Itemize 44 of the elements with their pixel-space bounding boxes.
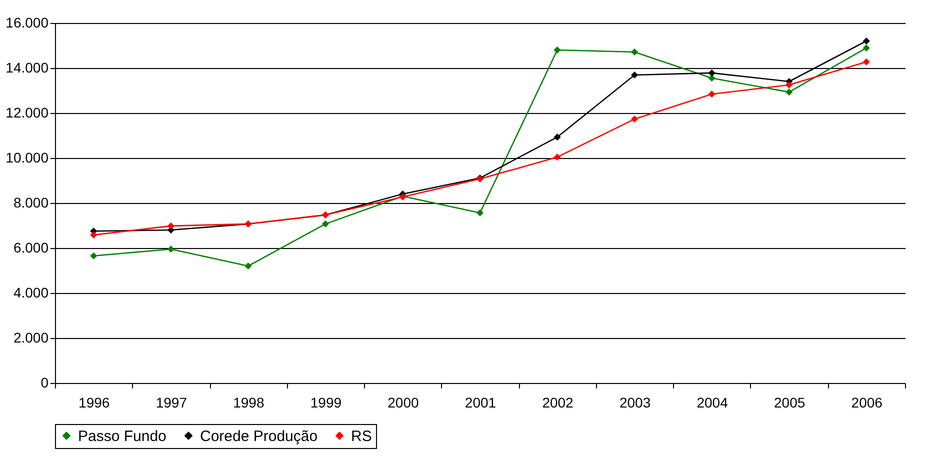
y-tick-label: 16.000 — [6, 14, 49, 30]
x-tick-label: 2003 — [619, 394, 651, 410]
point — [862, 44, 870, 52]
legend-label: RS — [351, 428, 372, 445]
point — [631, 48, 638, 56]
y-tick-label: 12.000 — [6, 104, 49, 120]
point — [786, 88, 793, 96]
y-tick-label: 8.000 — [13, 194, 49, 210]
x-tick-label: 2006 — [851, 394, 883, 410]
x-tick-label: 2002 — [542, 394, 574, 410]
point — [631, 116, 638, 123]
x-tick-label: 1999 — [310, 394, 342, 410]
point — [708, 69, 716, 76]
x-tick-label: 2001 — [464, 394, 496, 410]
point — [554, 46, 561, 54]
x-tick-label: 1997 — [156, 394, 188, 410]
x-tick-label: 2000 — [388, 394, 420, 410]
y-tick-label: 10.000 — [6, 150, 49, 166]
x-tick-label: 1998 — [233, 394, 264, 410]
x-tick-label: 2005 — [774, 394, 806, 410]
point — [786, 81, 793, 88]
point — [708, 90, 716, 98]
point — [322, 220, 329, 228]
x-tick-label: 1996 — [78, 394, 110, 410]
point — [167, 222, 174, 230]
point — [476, 209, 484, 216]
y-tick-label: 4.000 — [13, 284, 49, 300]
y-tick-label: 2.000 — [13, 330, 49, 346]
x-tick-label: 2004 — [696, 394, 728, 410]
point — [862, 58, 870, 66]
point — [708, 74, 716, 82]
legend-label: Corede Produção — [200, 428, 318, 445]
point — [244, 262, 252, 270]
point — [631, 71, 638, 79]
y-tick-label: 14.000 — [6, 60, 49, 76]
point — [90, 252, 98, 260]
y-tick-label: 0 — [40, 374, 49, 390]
point — [554, 154, 561, 161]
legend-label: Passo Fundo — [78, 428, 166, 445]
point — [90, 231, 98, 238]
point — [862, 37, 870, 45]
y-tick-label: 6.000 — [13, 240, 49, 256]
point — [167, 246, 174, 253]
point — [554, 134, 561, 141]
